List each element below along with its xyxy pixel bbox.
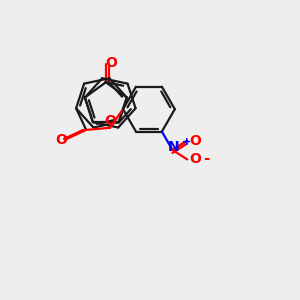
Text: N: N bbox=[168, 140, 180, 154]
Text: O: O bbox=[105, 56, 117, 70]
Text: O: O bbox=[190, 152, 201, 167]
Text: O: O bbox=[56, 133, 68, 147]
Text: O: O bbox=[190, 134, 201, 148]
Text: O: O bbox=[105, 114, 116, 128]
Text: +: + bbox=[182, 137, 191, 147]
Text: -: - bbox=[203, 151, 209, 166]
